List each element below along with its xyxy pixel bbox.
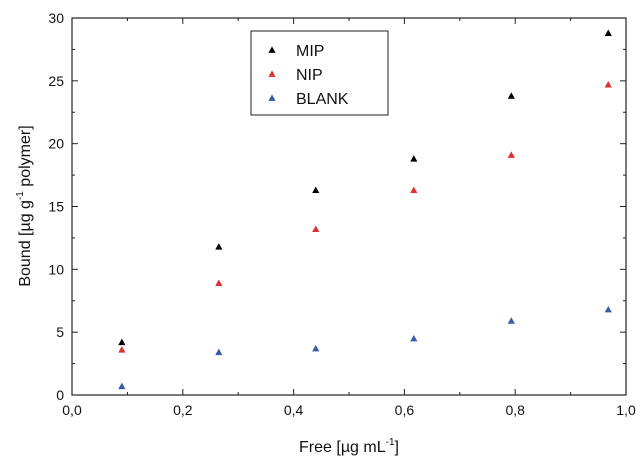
y-tick-label: 15 — [48, 199, 64, 215]
x-axis: 0,0 0,2 0,4 0,6 0,8 1,0 — [62, 18, 636, 418]
point-nip — [604, 81, 612, 88]
point-blank — [312, 344, 320, 352]
point-blank — [118, 382, 126, 390]
point-nip — [507, 151, 515, 158]
point-mip — [118, 338, 126, 346]
series-blank — [118, 305, 612, 390]
legend-label-blank: BLANK — [296, 91, 349, 108]
point-mip — [312, 186, 320, 194]
point-mip — [215, 243, 223, 250]
x-tick-label: 0,2 — [173, 402, 193, 418]
legend: MIP NIP BLANK — [250, 30, 389, 116]
point-nip — [410, 186, 418, 194]
point-blank — [410, 334, 418, 342]
legend-marker-mip — [268, 46, 276, 53]
point-blank — [507, 317, 515, 324]
y-tick-label: 0 — [56, 387, 64, 403]
y-tick-label: 30 — [48, 10, 64, 26]
point-mip — [507, 92, 515, 99]
y-axis-title: Bound [µg g-1 polymer] — [15, 125, 34, 286]
x-tick-label: 0,8 — [505, 402, 525, 418]
x-axis-title: Free [µg mL-1] — [299, 437, 399, 456]
y-tick-label: 5 — [56, 324, 64, 340]
x-tick-label: 0,6 — [395, 402, 415, 418]
series-mip — [118, 29, 612, 346]
legend-marker-nip — [268, 70, 276, 77]
series-nip — [118, 81, 612, 353]
point-blank — [604, 305, 612, 313]
y-tick-label: 10 — [48, 261, 64, 277]
data-points — [118, 29, 612, 390]
y-axis: 0 5 10 15 20 25 30 — [48, 10, 626, 403]
legend-box — [250, 30, 389, 116]
point-mip — [410, 155, 418, 162]
x-tick-label: 1,0 — [616, 402, 636, 418]
point-nip — [118, 346, 126, 353]
y-tick-label: 20 — [48, 136, 64, 152]
legend-label-mip: MIP — [296, 43, 324, 60]
x-tick-label: 0,4 — [284, 402, 304, 418]
point-nip — [215, 279, 223, 287]
point-mip — [604, 29, 612, 36]
y-tick-label: 25 — [48, 73, 64, 89]
x-tick-label: 0,0 — [62, 402, 82, 418]
legend-marker-blank — [268, 94, 276, 101]
point-nip — [312, 225, 320, 232]
point-blank — [215, 348, 223, 356]
legend-label-nip: NIP — [296, 67, 323, 84]
